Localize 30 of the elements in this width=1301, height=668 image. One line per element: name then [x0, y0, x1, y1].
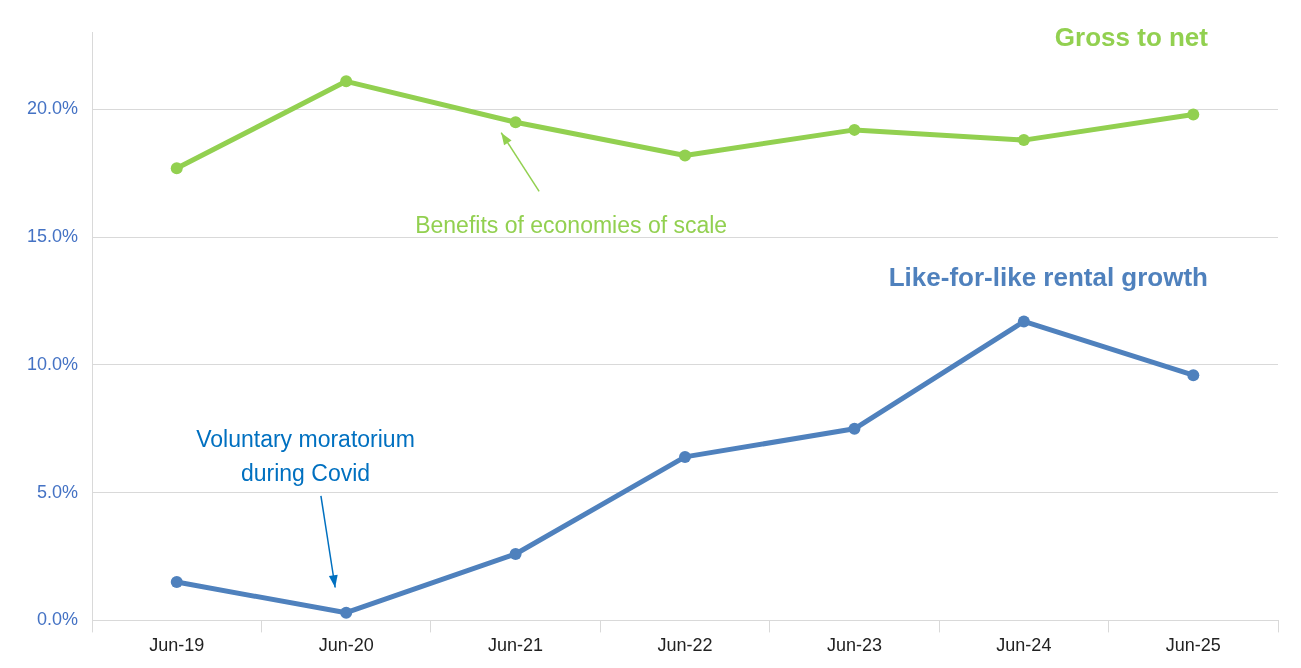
y-tick-label: 10.0%: [26, 353, 79, 374]
x-tick-label: Jun-25: [1165, 635, 1221, 656]
point: [1187, 108, 1200, 121]
x-tick-label: Jun-20: [318, 635, 374, 656]
point: [679, 450, 692, 463]
y-tick-label: 15.0%: [26, 226, 79, 247]
series-label: Like-for-like rental growth: [888, 261, 1208, 292]
x-tick-label: Jun-22: [657, 635, 713, 656]
point: [1017, 315, 1030, 328]
y-tick-label: 20.0%: [26, 98, 79, 119]
point: [848, 422, 861, 435]
point: [509, 116, 522, 129]
point: [170, 576, 183, 589]
point: [679, 149, 692, 162]
text: Gross to net: [1054, 21, 1209, 52]
point: [1187, 369, 1200, 382]
point: [340, 606, 353, 619]
y-tick-label: 5.0%: [37, 481, 79, 502]
point: [848, 123, 861, 136]
annotation: Voluntary moratorium during Covid: [196, 425, 415, 486]
x-tick-label: Jun-19: [149, 635, 205, 656]
point: [1017, 134, 1030, 147]
point: [509, 547, 522, 560]
y-tick-label: 0.0%: [37, 609, 79, 630]
annotation: Benefits of economies of scale: [415, 211, 728, 238]
point: [340, 75, 353, 88]
x-tick-label: Jun-23: [826, 635, 882, 656]
x-tick-label: Jun-21: [488, 635, 544, 656]
point: [170, 162, 183, 175]
x-tick-label: Jun-24: [996, 635, 1052, 656]
